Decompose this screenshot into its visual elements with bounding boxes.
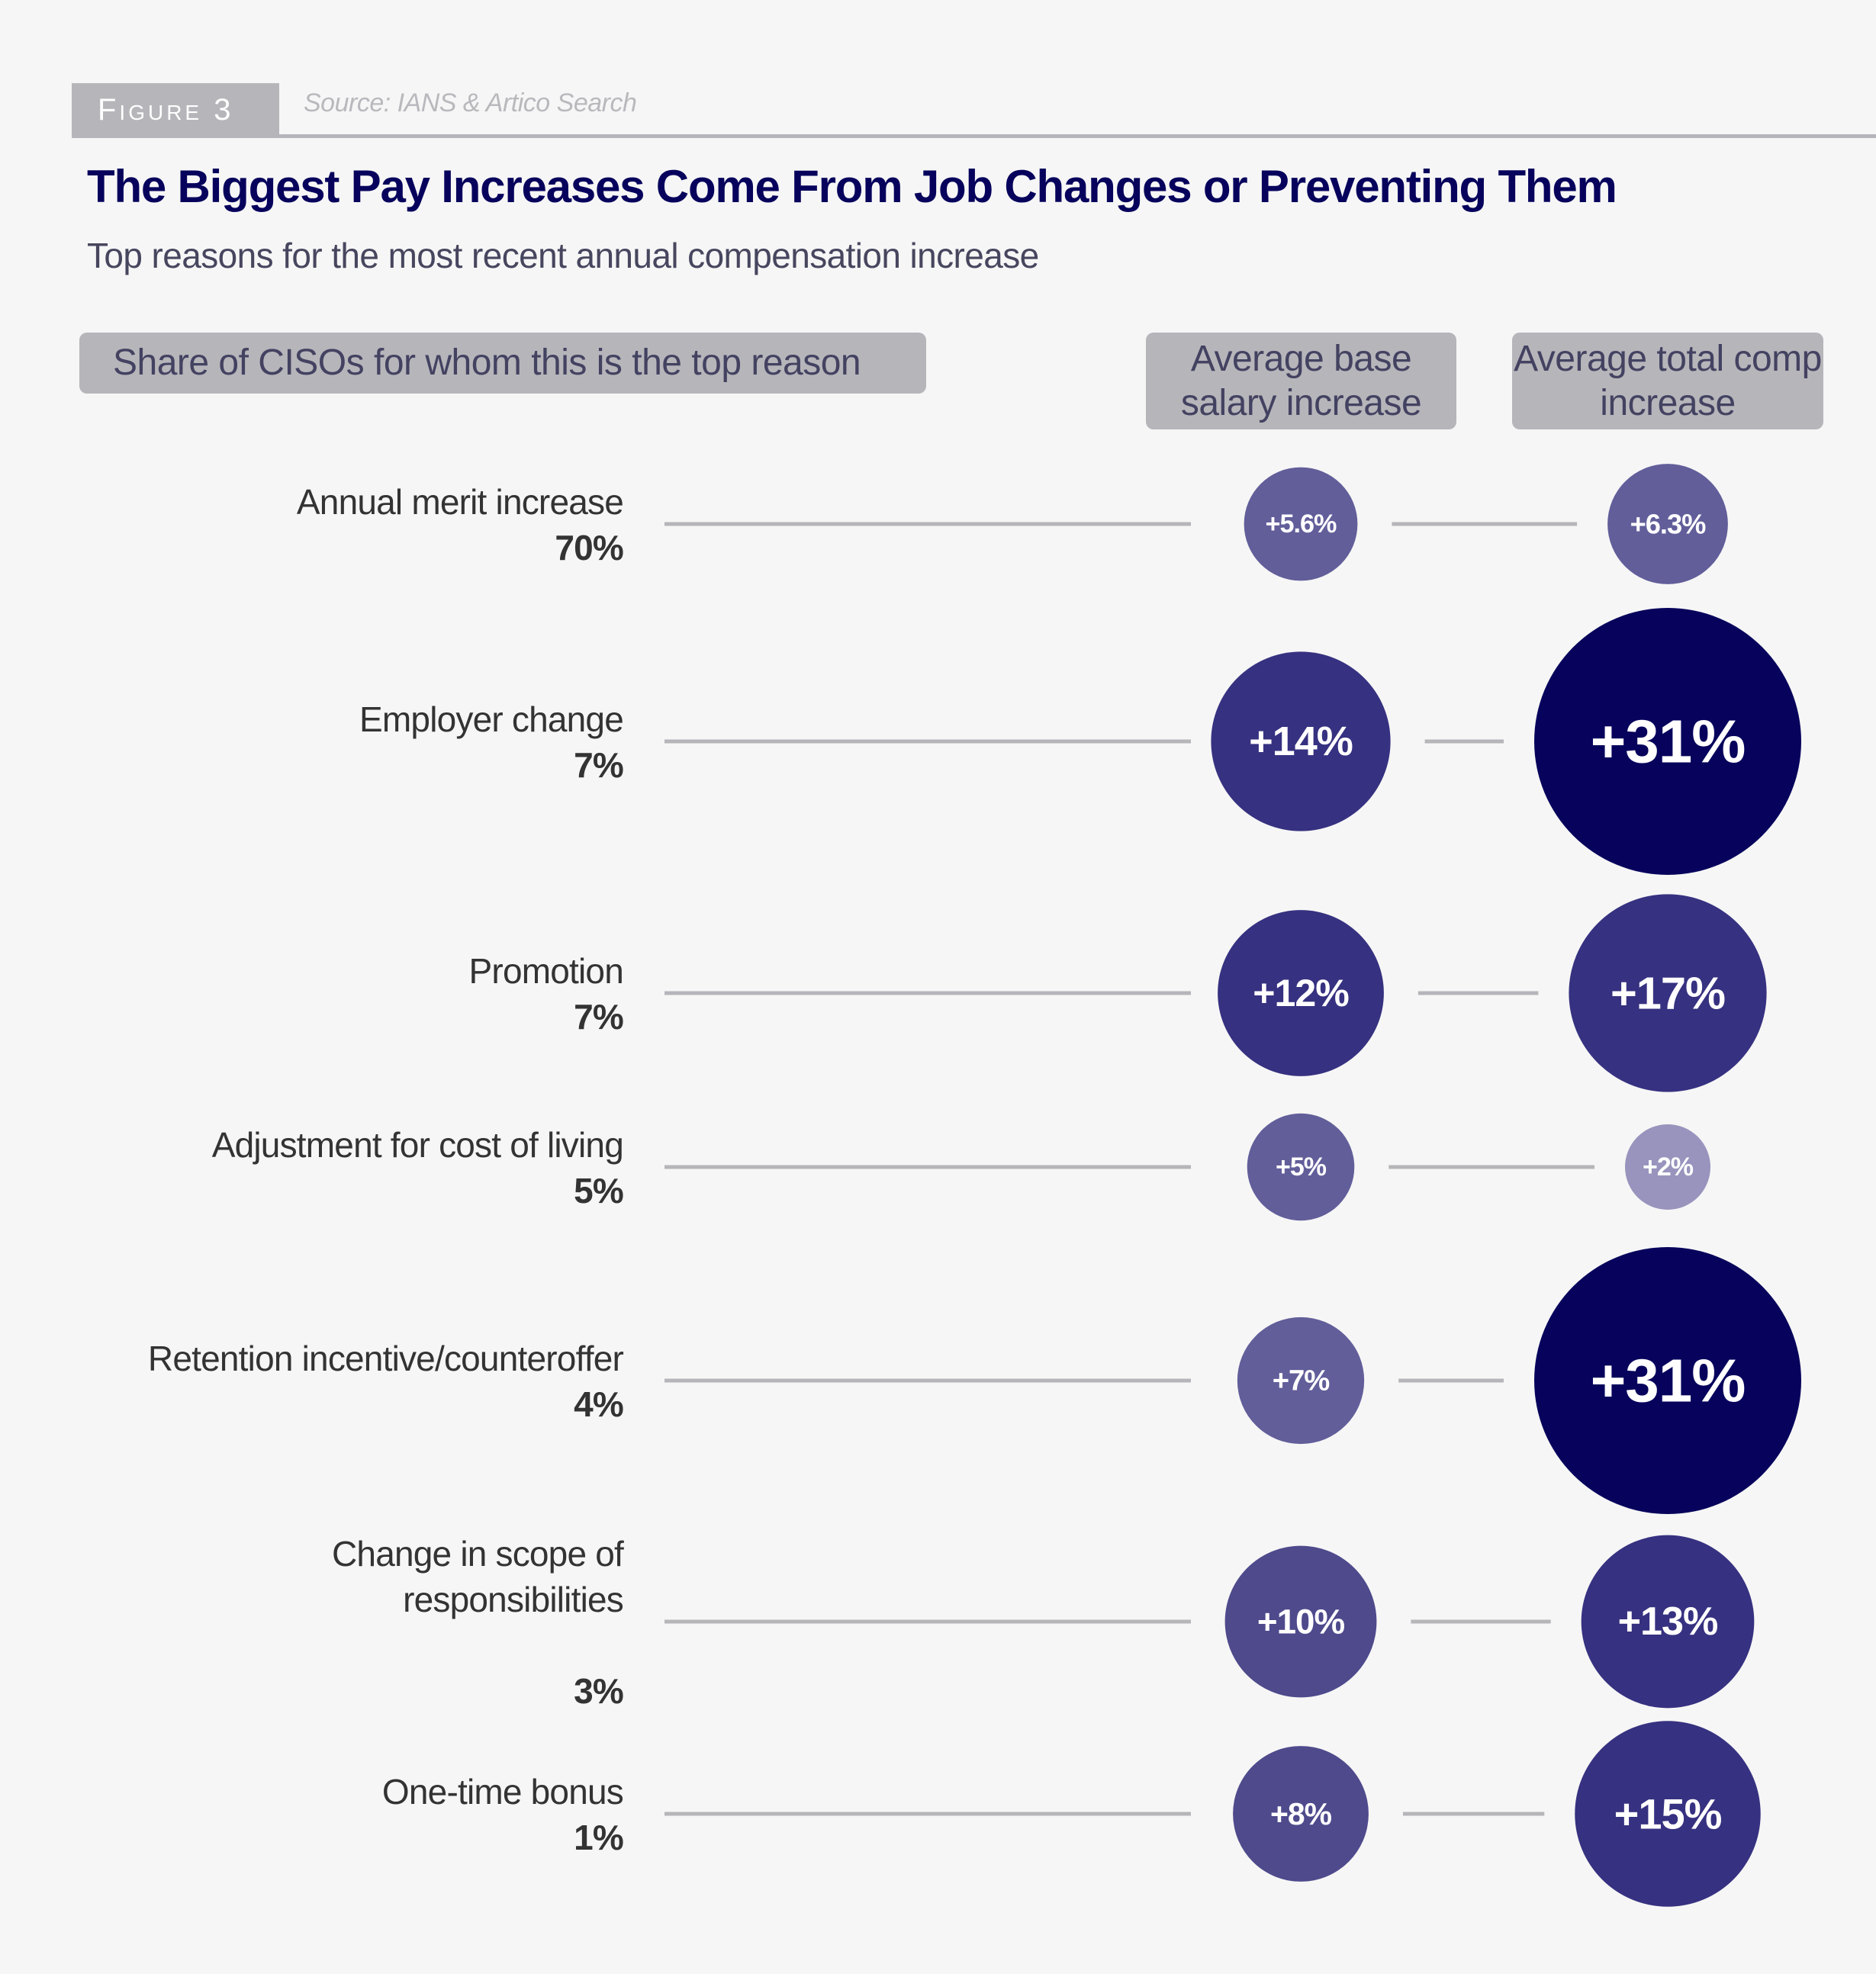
reason-label: One-time bonus: [381, 1772, 624, 1812]
total-comp-bubble: [1607, 464, 1728, 584]
chart-title: The Biggest Pay Increases Come From Job …: [87, 161, 1617, 212]
row-label: Promotion 7%: [468, 949, 624, 1040]
base-salary-bubble: [1233, 1746, 1369, 1882]
column-header-share: Share of CISOs for whom this is the top …: [79, 333, 926, 394]
base-salary-bubble-label: +7%: [1273, 1365, 1330, 1397]
total-comp-bubble-label: +31%: [1591, 1347, 1746, 1415]
base-salary-bubble-label: +5.6%: [1266, 510, 1337, 539]
base-salary-bubble-label: +5%: [1276, 1153, 1327, 1182]
total-comp-bubble: [1534, 1247, 1801, 1514]
total-comp-bubble-label: +31%: [1591, 708, 1746, 776]
reason-label: Annual merit increase: [296, 482, 624, 522]
reason-label: Employer change: [359, 699, 624, 740]
share-value: 3%: [574, 1670, 624, 1711]
base-salary-bubble-label: +14%: [1249, 719, 1353, 764]
row-label: Adjustment for cost of living 5%: [211, 1123, 624, 1214]
base-salary-bubble-label: +12%: [1253, 972, 1349, 1014]
total-comp-bubble: [1581, 1535, 1755, 1709]
row-label: Employer change 7%: [359, 697, 624, 789]
row-label: Retention incentive/counteroffer 4%: [147, 1336, 624, 1428]
row-label: Annual merit increase 70%: [296, 480, 624, 571]
column-header-base-salary: Average base salary increase: [1146, 333, 1456, 429]
base-salary-bubble: [1247, 1113, 1355, 1221]
base-salary-bubble: [1224, 1545, 1377, 1698]
base-salary-bubble: [1218, 910, 1384, 1076]
share-value: 7%: [574, 997, 624, 1037]
figure-tag: Figure 3: [72, 83, 279, 137]
share-value: 7%: [574, 745, 624, 785]
column-header-total-comp: Average total comp increase: [1512, 333, 1823, 429]
total-comp-bubble: [1569, 894, 1767, 1092]
reason-label: Change in scope of responsibilities: [332, 1534, 624, 1620]
reason-label: Retention incentive/counteroffer: [147, 1339, 624, 1379]
base-salary-bubble-label: +10%: [1257, 1603, 1345, 1641]
share-value: 1%: [574, 1818, 624, 1857]
reason-label: Adjustment for cost of living: [211, 1125, 624, 1165]
share-value: 70%: [555, 528, 623, 567]
row-label: Change in scope of responsibilities 3%: [288, 1532, 624, 1714]
row-label: One-time bonus 1%: [381, 1770, 624, 1861]
total-comp-bubble-label: +17%: [1611, 968, 1725, 1019]
share-value: 4%: [574, 1384, 624, 1424]
total-comp-bubble-label: +6.3%: [1630, 509, 1707, 540]
total-comp-bubble-label: +13%: [1618, 1599, 1718, 1644]
figure-source: Source: IANS & Artico Search: [304, 88, 637, 117]
total-comp-bubble: [1575, 1721, 1761, 1907]
base-salary-bubble-label: +8%: [1270, 1796, 1332, 1831]
total-comp-bubble-label: +15%: [1614, 1790, 1722, 1838]
base-salary-bubble: [1211, 651, 1391, 831]
reason-label: Promotion: [468, 951, 624, 992]
base-salary-bubble: [1244, 467, 1358, 581]
total-comp-bubble-label: +2%: [1643, 1153, 1694, 1182]
total-comp-bubble: [1534, 608, 1801, 875]
total-comp-bubble: [1625, 1124, 1710, 1210]
base-salary-bubble: [1237, 1317, 1365, 1445]
share-value: 5%: [574, 1171, 624, 1210]
header-divider: [72, 134, 1876, 138]
chart-subtitle: Top reasons for the most recent annual c…: [87, 236, 1039, 275]
